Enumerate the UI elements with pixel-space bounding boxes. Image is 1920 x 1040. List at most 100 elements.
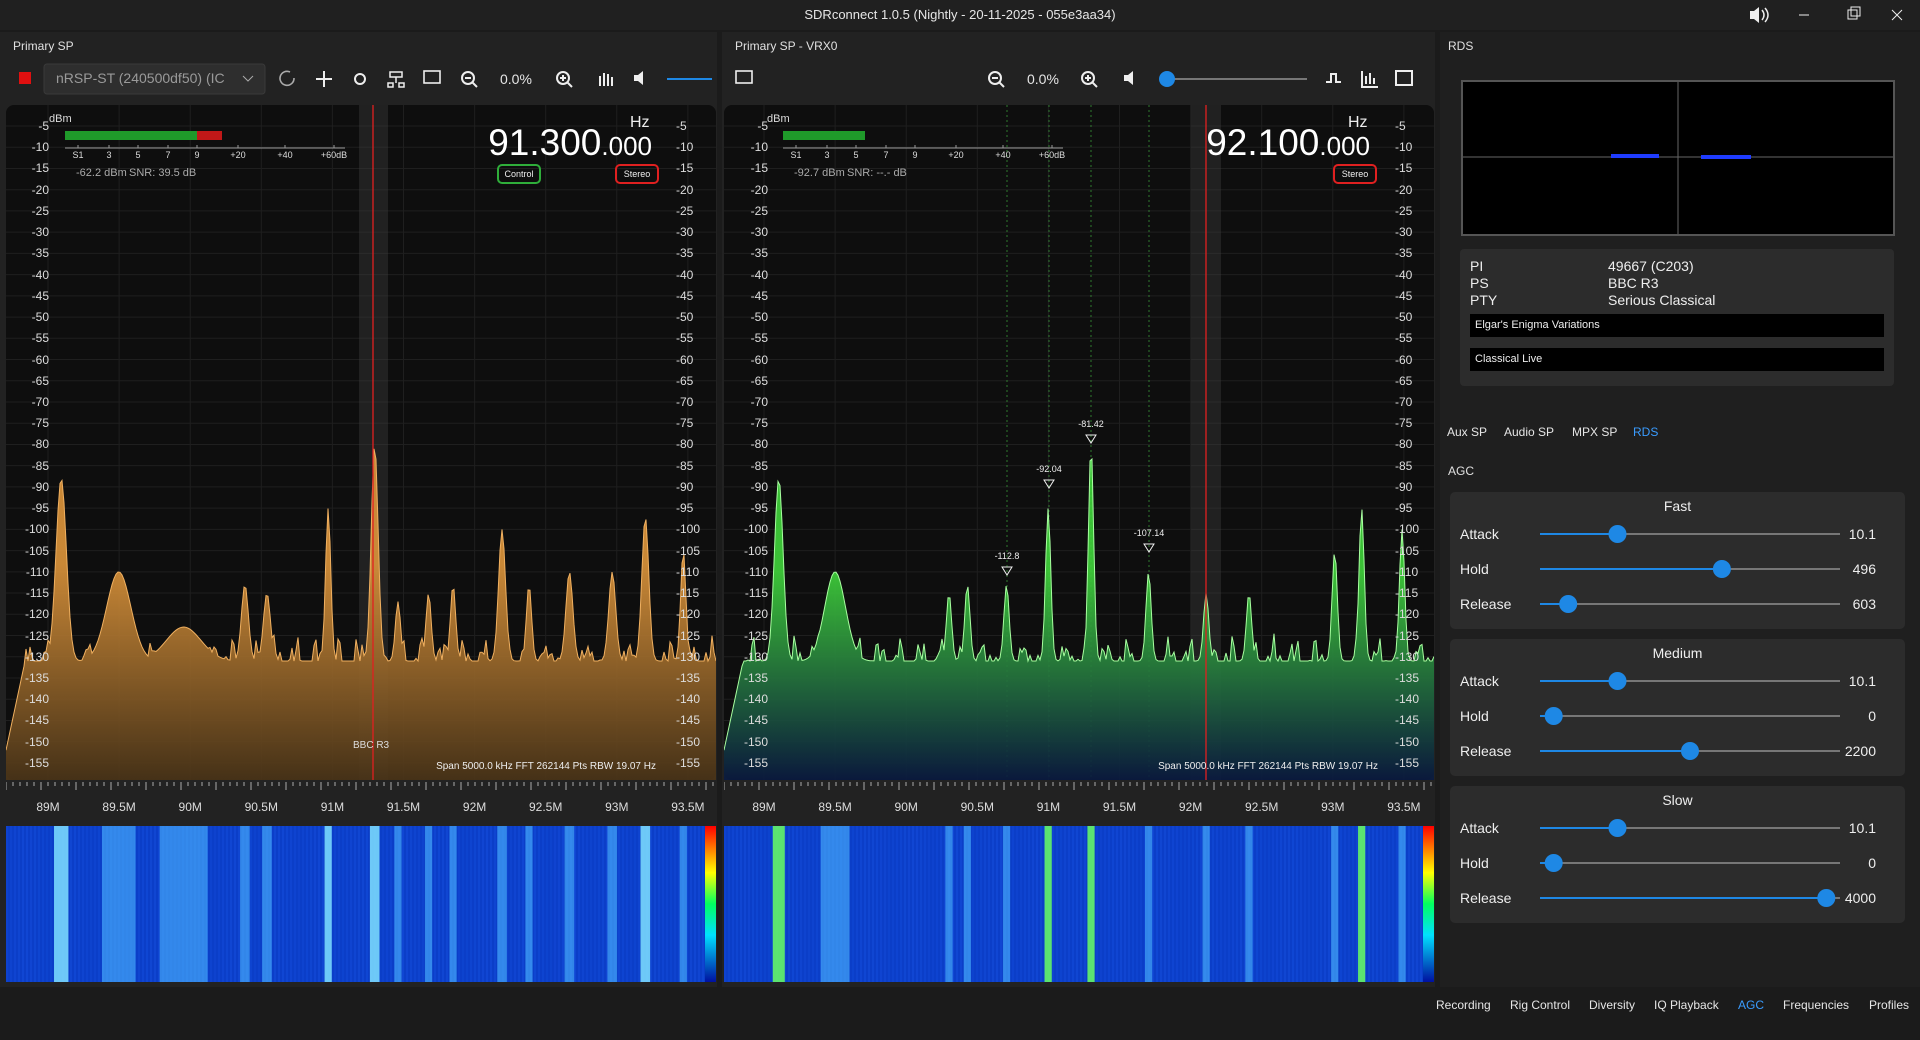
db-tick-label: -125 xyxy=(676,628,701,643)
db-tick-label: -145 xyxy=(1395,713,1420,728)
noise-col xyxy=(1112,826,1114,982)
db-tick-label: -20 xyxy=(750,182,768,197)
agc-slider[interactable] xyxy=(1535,818,1845,838)
meter-scale-label: 7 xyxy=(165,150,171,160)
noise-col xyxy=(274,826,276,982)
panel-header: Primary SP - VRX0 xyxy=(735,39,838,53)
meter-green xyxy=(65,131,197,140)
waterfall-stripe xyxy=(394,826,402,982)
noise-col xyxy=(582,826,584,982)
tab[interactable]: Aux SP xyxy=(1447,425,1488,439)
noise-col xyxy=(980,826,982,982)
toolbar[interactable] xyxy=(722,60,1435,98)
agc-slider[interactable] xyxy=(1535,524,1845,544)
bottom-tab[interactable]: IQ Playback xyxy=(1654,998,1719,1012)
bottom-tab[interactable]: Diversity xyxy=(1589,998,1636,1012)
agc-slider[interactable] xyxy=(1535,594,1845,614)
meter-scale-label: 5 xyxy=(853,150,859,160)
bottom-tab[interactable]: Frequencies xyxy=(1783,998,1850,1012)
db-tick-label: -130 xyxy=(676,649,701,664)
noise-col xyxy=(346,826,348,982)
snr-text: SNR: --.- dB xyxy=(847,167,907,179)
refresh-icon xyxy=(279,70,295,87)
tab[interactable]: Audio SP xyxy=(1504,425,1555,439)
noise-col xyxy=(1384,826,1386,982)
noise-col xyxy=(1020,826,1022,982)
waterfall-stripe xyxy=(54,826,69,982)
bottom-tab[interactable]: Rig Control xyxy=(1510,998,1571,1012)
slider-knob xyxy=(1681,742,1699,760)
noise-col xyxy=(146,826,148,982)
noise-col xyxy=(234,826,236,982)
noise-col xyxy=(466,826,468,982)
noise-col xyxy=(884,826,886,982)
noise-col xyxy=(286,826,288,982)
db-tick-label: -90 xyxy=(750,479,768,494)
toolbar[interactable] xyxy=(0,60,717,98)
noise-col xyxy=(1036,826,1038,982)
volume-icon xyxy=(1124,71,1133,85)
tab[interactable]: MPX SP xyxy=(1572,425,1618,439)
device-name[interactable]: nRSP-ST (240500df50) (IC xyxy=(56,70,225,86)
bottom-tab[interactable]: AGC xyxy=(1738,998,1765,1012)
tab[interactable]: RDS xyxy=(1633,425,1659,439)
meter-scale-label: S1 xyxy=(790,150,802,160)
db-tick-label: -130 xyxy=(1395,649,1420,664)
noise-col xyxy=(578,826,580,982)
agc-slider[interactable] xyxy=(1535,741,1845,761)
agc-slider[interactable] xyxy=(1535,853,1845,873)
agc-slider[interactable] xyxy=(1535,706,1845,726)
slider-knob xyxy=(1544,854,1563,872)
noise-col xyxy=(1164,826,1166,982)
agc-slider[interactable] xyxy=(1535,671,1845,691)
badge: Control xyxy=(497,164,541,184)
station-label: BBC R3 xyxy=(353,740,390,751)
marker-triangle xyxy=(1001,566,1013,576)
agc-slider[interactable] xyxy=(1535,559,1845,579)
agc-label: Release xyxy=(1460,596,1512,612)
snr-text: SNR: 39.5 dB xyxy=(129,167,197,179)
agc-value: 0 xyxy=(1868,855,1876,871)
noise-col xyxy=(290,826,292,982)
agc-value: 10.1 xyxy=(1848,673,1876,689)
slider-knob xyxy=(1608,525,1627,543)
db-tick-label: -25 xyxy=(31,203,49,218)
noise-col xyxy=(1104,826,1106,982)
noise-col xyxy=(1052,826,1054,982)
noise-col xyxy=(690,826,692,982)
noise-col xyxy=(1252,826,1254,982)
bottom-tab[interactable]: Recording xyxy=(1436,998,1491,1012)
frequency-sub: .000 xyxy=(601,131,652,161)
window-controls[interactable] xyxy=(1740,0,1920,30)
db-tick-label: -105 xyxy=(676,543,701,558)
noise-col xyxy=(254,826,256,982)
noise-col xyxy=(984,826,986,982)
noise-col xyxy=(1068,826,1070,982)
agc-slider[interactable] xyxy=(1535,888,1845,908)
freq-tick-label: 93.5M xyxy=(1387,800,1421,814)
noise-col xyxy=(662,826,664,982)
db-tick-label: -125 xyxy=(1395,628,1420,643)
spectrum-bg xyxy=(724,105,1434,780)
noise-col xyxy=(768,826,770,982)
freq-tick-label: 92.5M xyxy=(1245,800,1279,814)
noise-col xyxy=(482,826,484,982)
bottom-tab[interactable]: Profiles xyxy=(1869,998,1910,1012)
display-icon xyxy=(735,70,753,84)
agc-group xyxy=(1450,639,1905,776)
meter-scale-label: 3 xyxy=(106,150,112,160)
waterfall-stripe xyxy=(262,826,272,982)
noise-col xyxy=(310,826,312,982)
db-tick-label: -75 xyxy=(676,416,694,431)
noise-col xyxy=(50,826,52,982)
noise-col xyxy=(1376,826,1378,982)
zoom-value: 0.0% xyxy=(1027,71,1059,87)
noise-col xyxy=(154,826,156,982)
noise-col xyxy=(996,826,998,982)
db-tick-label: -45 xyxy=(750,288,768,303)
waterfall-stripe xyxy=(1202,826,1210,982)
noise-col xyxy=(1128,826,1130,982)
s-meter xyxy=(783,131,1063,149)
waterfall-stripe xyxy=(820,826,850,982)
noise-col xyxy=(856,826,858,982)
